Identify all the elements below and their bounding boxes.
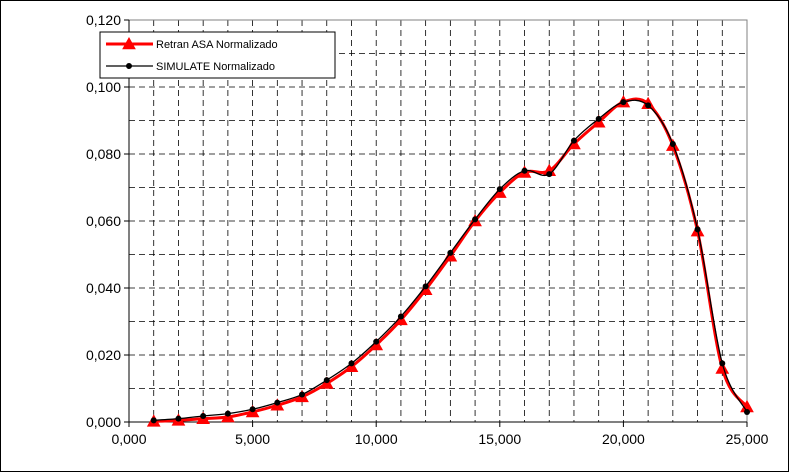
data-point-retran-asa <box>715 361 730 374</box>
data-point-simulate <box>224 410 231 417</box>
data-point-simulate <box>274 399 281 406</box>
x-tick-label: 10,000 <box>355 431 398 447</box>
legend-marker-simulate <box>126 63 132 69</box>
y-tick-label: 0,100 <box>86 79 121 95</box>
data-point-simulate <box>323 377 330 384</box>
y-tick-label: 0,000 <box>86 414 121 430</box>
data-point-simulate <box>570 137 577 144</box>
data-point-simulate <box>397 313 404 320</box>
data-point-simulate <box>719 360 726 367</box>
data-point-simulate <box>669 140 676 147</box>
series-simulate <box>150 99 750 424</box>
data-point-simulate <box>472 216 479 223</box>
legend: Retran ASA Normalizado SIMULATE Normaliza… <box>99 31 336 79</box>
legend-label-simulate: SIMULATE Normalizado <box>156 61 275 73</box>
data-point-simulate <box>595 115 602 122</box>
y-tick-label: 0,120 <box>86 12 121 28</box>
x-tick-label: 25,000 <box>726 431 769 447</box>
legend-marker-retran-asa <box>122 36 136 50</box>
x-tick-label: 15,000 <box>478 431 521 447</box>
data-point-simulate <box>299 391 306 398</box>
data-point-simulate <box>373 338 380 345</box>
data-point-simulate <box>744 408 750 415</box>
y-tick-label: 0,020 <box>86 347 121 363</box>
data-point-simulate <box>496 186 503 193</box>
data-point-simulate <box>422 283 429 290</box>
data-point-simulate <box>200 412 207 419</box>
y-tick-label: 0,080 <box>86 146 121 162</box>
data-point-simulate <box>694 226 701 233</box>
data-point-simulate <box>521 167 528 174</box>
legend-box <box>99 31 336 79</box>
data-point-simulate <box>620 99 627 106</box>
x-tick-label: 0,000 <box>111 431 146 447</box>
x-tick-label: 5,000 <box>235 431 270 447</box>
data-point-simulate <box>447 249 454 256</box>
data-point-simulate <box>645 102 652 109</box>
legend-label-retran-asa: Retran ASA Normalizado <box>156 39 278 51</box>
data-point-simulate <box>150 417 157 424</box>
data-point-simulate <box>546 171 553 178</box>
data-point-simulate <box>175 415 182 422</box>
data-point-simulate <box>249 406 256 413</box>
y-tick-label: 0,040 <box>86 280 121 296</box>
x-tick-label: 20,000 <box>602 431 645 447</box>
y-tick-label: 0,060 <box>86 213 121 229</box>
data-point-simulate <box>348 360 355 367</box>
